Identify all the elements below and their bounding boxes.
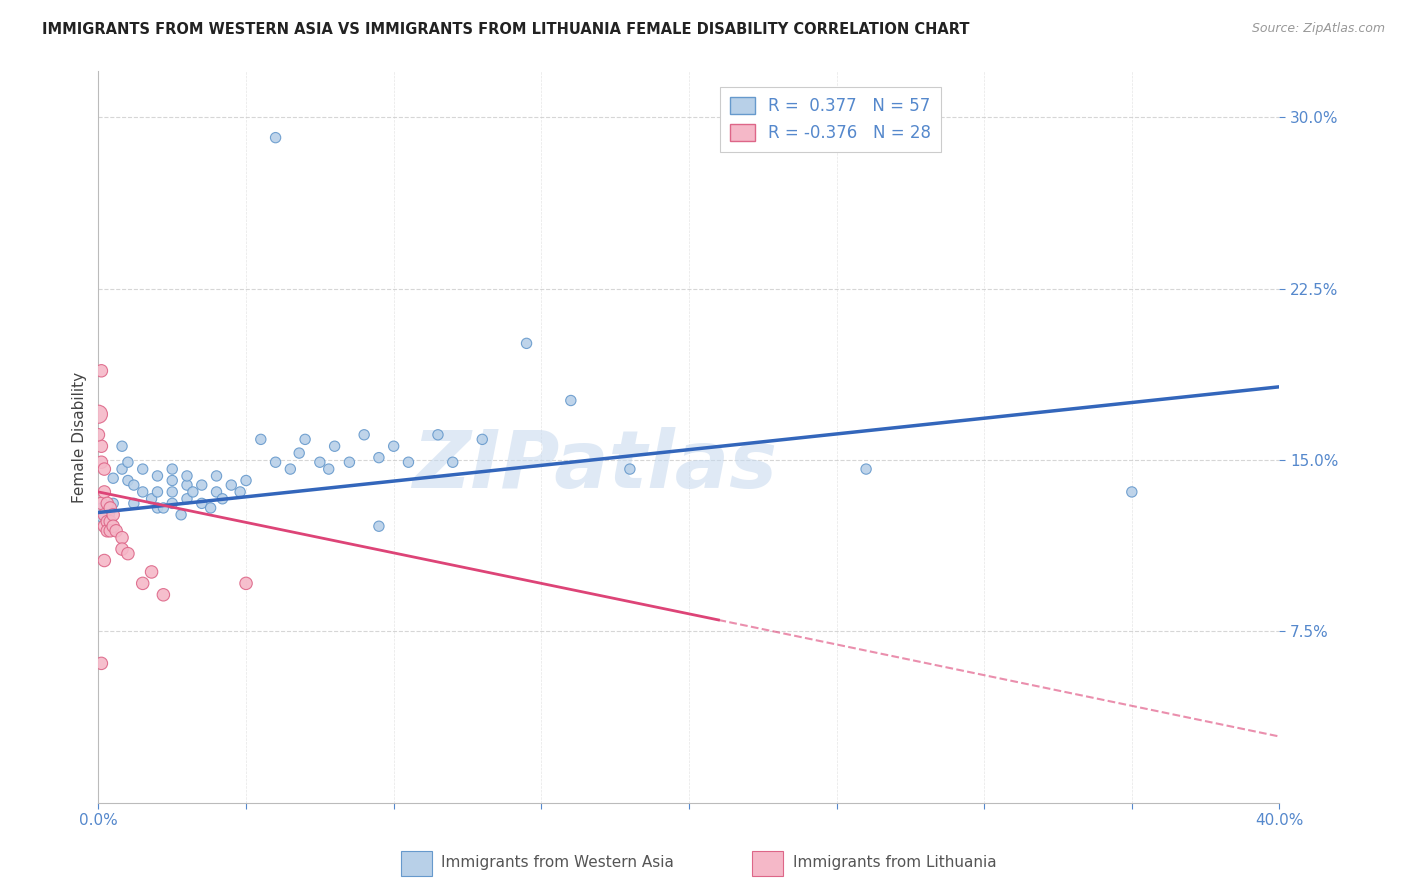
- Point: [93, 462, 115, 476]
- Point: [98, 515, 121, 529]
- Text: Source: ZipAtlas.com: Source: ZipAtlas.com: [1251, 22, 1385, 36]
- Point: [103, 508, 125, 522]
- Point: [288, 446, 311, 460]
- Point: [235, 576, 257, 591]
- Point: [181, 485, 204, 500]
- Point: [90, 439, 112, 453]
- Point: [382, 439, 405, 453]
- Point: [132, 462, 155, 476]
- Point: [427, 427, 450, 442]
- Point: [93, 485, 115, 500]
- Point: [235, 474, 257, 488]
- Point: [152, 500, 174, 515]
- Point: [90, 496, 112, 510]
- Point: [353, 427, 375, 442]
- Text: Immigrants from Western Asia: Immigrants from Western Asia: [441, 855, 675, 870]
- Point: [146, 469, 169, 483]
- Point: [146, 485, 169, 500]
- Point: [323, 439, 346, 453]
- Point: [170, 508, 193, 522]
- Point: [111, 462, 134, 476]
- Point: [560, 393, 582, 408]
- Point: [98, 524, 121, 538]
- Point: [368, 450, 391, 465]
- Point: [264, 130, 287, 145]
- Point: [368, 519, 391, 533]
- Text: ZIPatlas: ZIPatlas: [412, 427, 778, 506]
- Point: [1121, 485, 1143, 500]
- Point: [619, 462, 641, 476]
- Point: [278, 462, 302, 476]
- Text: Immigrants from Lithuania: Immigrants from Lithuania: [793, 855, 997, 870]
- Point: [117, 547, 139, 561]
- Point: [318, 462, 340, 476]
- Point: [176, 478, 198, 492]
- Legend: R =  0.377   N = 57, R = -0.376   N = 28: R = 0.377 N = 57, R = -0.376 N = 28: [720, 87, 942, 152]
- Point: [132, 576, 155, 591]
- Point: [176, 469, 198, 483]
- Point: [103, 471, 125, 485]
- Point: [337, 455, 360, 469]
- Point: [87, 407, 110, 421]
- Point: [219, 478, 242, 492]
- Point: [162, 474, 183, 488]
- Point: [96, 524, 118, 538]
- Point: [122, 478, 145, 492]
- Point: [229, 485, 252, 500]
- Point: [250, 433, 273, 447]
- Point: [93, 553, 115, 567]
- Point: [132, 485, 155, 500]
- Text: IMMIGRANTS FROM WESTERN ASIA VS IMMIGRANTS FROM LITHUANIA FEMALE DISABILITY CORR: IMMIGRANTS FROM WESTERN ASIA VS IMMIGRAN…: [42, 22, 970, 37]
- Point: [117, 474, 139, 488]
- Point: [191, 478, 214, 492]
- Point: [162, 496, 183, 510]
- Point: [111, 542, 134, 557]
- Y-axis label: Female Disability: Female Disability: [72, 371, 87, 503]
- Point: [141, 565, 163, 579]
- Point: [200, 500, 222, 515]
- Point: [90, 657, 112, 671]
- Point: [111, 531, 134, 545]
- Point: [441, 455, 464, 469]
- Point: [146, 500, 169, 515]
- Point: [93, 508, 115, 522]
- Point: [515, 336, 537, 351]
- Point: [93, 506, 115, 520]
- Point: [96, 515, 118, 529]
- Point: [264, 455, 287, 469]
- Point: [396, 455, 419, 469]
- Point: [87, 427, 110, 442]
- Point: [111, 439, 134, 453]
- Point: [141, 491, 163, 506]
- Point: [176, 491, 198, 506]
- Point: [294, 433, 316, 447]
- Point: [122, 496, 145, 510]
- Point: [309, 455, 332, 469]
- Point: [855, 462, 877, 476]
- Point: [152, 588, 174, 602]
- Point: [103, 519, 125, 533]
- Point: [90, 364, 112, 378]
- Point: [98, 500, 121, 515]
- Point: [117, 455, 139, 469]
- Point: [105, 524, 128, 538]
- Point: [205, 469, 228, 483]
- Point: [211, 491, 233, 506]
- Point: [93, 519, 115, 533]
- Point: [90, 455, 112, 469]
- Point: [191, 496, 214, 510]
- Point: [162, 485, 183, 500]
- Point: [162, 462, 183, 476]
- Point: [471, 433, 494, 447]
- Point: [205, 485, 228, 500]
- Point: [96, 496, 118, 510]
- Point: [103, 496, 125, 510]
